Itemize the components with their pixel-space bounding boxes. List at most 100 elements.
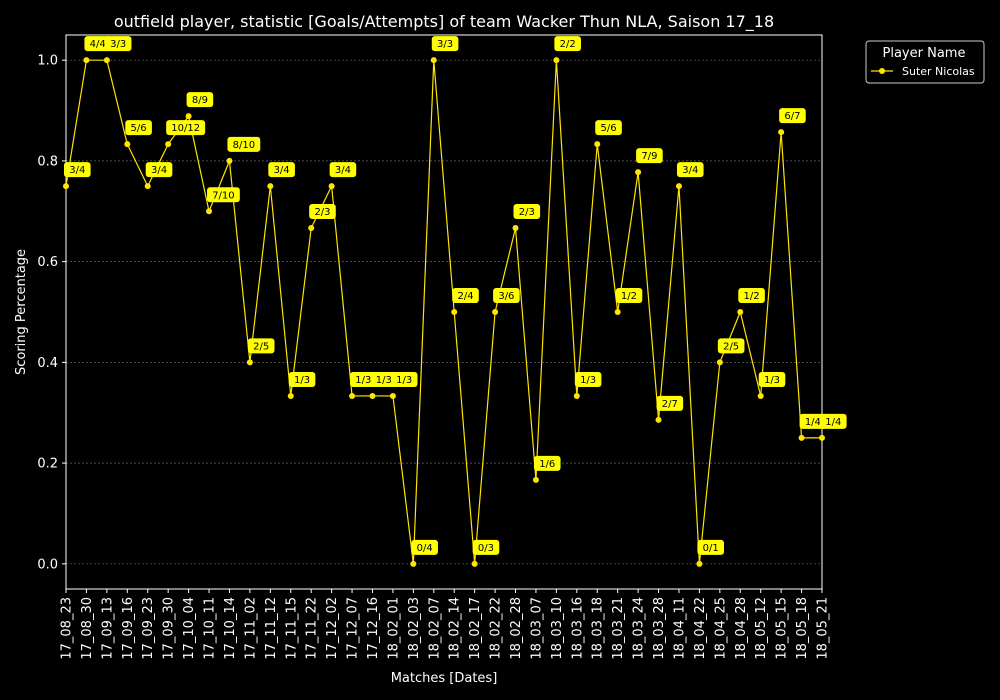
y-tick-label: 0.6 <box>37 255 58 270</box>
data-label-box <box>574 371 602 387</box>
data-label-text: 2/3 <box>314 207 330 218</box>
data-label-box <box>288 371 316 387</box>
data-point <box>696 560 703 567</box>
data-label-text: 0/3 <box>478 543 494 554</box>
data-point <box>430 57 437 64</box>
data-label-text: 3/3 <box>110 39 126 50</box>
x-tick-label: 18_02_03 <box>407 597 422 660</box>
data-label-text: 2/7 <box>662 399 678 410</box>
data-point <box>614 309 621 315</box>
y-tick-label: 0.8 <box>37 154 58 169</box>
x-axis-label: Matches [Dates] <box>391 671 498 686</box>
data-label-text: 6/7 <box>784 111 800 122</box>
data-label-text: 1/2 <box>744 291 760 302</box>
data-label: 7/10 <box>207 187 240 203</box>
data-label-text: 4/4 <box>90 39 106 50</box>
data-point <box>185 113 192 120</box>
x-tick-label: 17_09_30 <box>162 597 177 660</box>
data-point <box>635 169 642 176</box>
data-label: 3/6 <box>493 288 520 303</box>
x-tick-label: 18_02_14 <box>448 597 463 660</box>
data-label-text: 2/2 <box>560 39 576 50</box>
data-point <box>287 392 294 399</box>
data-label-text: 1/3 <box>396 375 412 386</box>
x-tick-label: 17_11_22 <box>305 597 320 660</box>
x-tick-label: 18_05_21 <box>816 597 831 660</box>
x-tick-label: 17_12_16 <box>366 597 381 660</box>
data-label-box <box>676 162 704 178</box>
data-label-box <box>799 413 827 429</box>
data-label-text: 7/9 <box>641 151 657 162</box>
x-tick-label: 18_03_07 <box>529 597 544 660</box>
x-tick-label: 18_02_01 <box>386 597 401 660</box>
data-label-text: 3/3 <box>437 39 453 50</box>
y-axis: 0.0 0.2 0.4 0.6 0.8 1.0 <box>37 54 66 572</box>
x-tick-label: 18_03_24 <box>632 597 647 660</box>
data-label: 1/3 <box>390 371 418 387</box>
data-label-box <box>370 371 398 387</box>
data-label-text: 7/10 <box>212 190 234 201</box>
series-suter-nicolas <box>63 57 825 567</box>
x-tick-label: 17_11_15 <box>284 597 299 660</box>
data-label: 2/3 <box>309 204 336 220</box>
data-label: 7/9 <box>636 148 663 164</box>
x-tick-label: 18_04_28 <box>734 597 749 660</box>
data-label-box <box>452 288 479 303</box>
data-label-box <box>595 120 622 136</box>
data-label: 5/6 <box>595 120 622 136</box>
data-label: 1/6 <box>533 455 561 471</box>
x-tick-label: 18_05_15 <box>775 597 790 660</box>
data-labels: 3/4 4/4 3/3 5/6 3/4 10/12 8/9 7/10 8/10 2/5 3/4 1/3… <box>64 36 847 555</box>
x-tick-label: 18_02_07 <box>427 597 442 660</box>
x-tick-label: 18_03_18 <box>591 597 606 660</box>
data-label-text: 2/3 <box>519 207 535 218</box>
data-point <box>798 434 805 441</box>
data-point <box>655 416 662 423</box>
data-label-text: 1/4 <box>805 417 821 428</box>
data-label: 2/5 <box>247 338 275 354</box>
x-tick-label: 17_09_23 <box>141 597 156 660</box>
data-label-box <box>554 36 581 52</box>
data-label: 2/7 <box>656 395 684 411</box>
data-label-box <box>227 136 261 152</box>
x-tick-label: 17_09_13 <box>100 597 115 660</box>
x-tick-label: 17_11_12 <box>264 597 279 660</box>
x-tick-label: 17_09_16 <box>121 597 136 660</box>
data-label-box <box>390 371 418 387</box>
data-point <box>369 392 376 399</box>
data-point <box>471 560 478 567</box>
data-label-box <box>329 162 357 178</box>
legend-title: Player Name <box>883 46 966 61</box>
data-label-box <box>656 395 684 411</box>
x-tick-label: 17_10_11 <box>203 597 218 660</box>
data-label-box <box>758 371 786 387</box>
data-label-text: 2/5 <box>723 341 739 352</box>
legend-box <box>865 40 985 84</box>
y-tick-label: 0.4 <box>37 356 58 371</box>
data-label: 1/2 <box>615 288 643 303</box>
data-point <box>451 309 458 315</box>
data-label-text: 1/4 <box>825 417 841 428</box>
data-label-text: 2/4 <box>457 291 473 302</box>
data-point <box>144 183 151 190</box>
data-label: 1/3 <box>370 371 398 387</box>
data-point <box>165 141 172 148</box>
x-tick-label: 18_04_22 <box>693 597 708 660</box>
data-label: 3/3 <box>104 36 132 52</box>
x-tick-label: 18_03_28 <box>652 597 667 660</box>
data-label: 2/3 <box>513 204 541 220</box>
data-point <box>308 225 315 232</box>
data-label-text: 2/5 <box>253 341 269 352</box>
data-label-box <box>636 148 663 164</box>
data-label: 6/7 <box>779 108 806 124</box>
data-label: 3/4 <box>329 162 357 178</box>
data-label-box <box>431 36 459 52</box>
data-point <box>103 57 110 64</box>
data-label: 1/3 <box>574 371 602 387</box>
x-tick-label: 18_03_10 <box>550 597 565 660</box>
data-point <box>573 392 580 399</box>
data-point <box>267 183 274 190</box>
data-label-text: 3/4 <box>682 165 698 176</box>
data-label: 3/4 <box>64 162 91 178</box>
